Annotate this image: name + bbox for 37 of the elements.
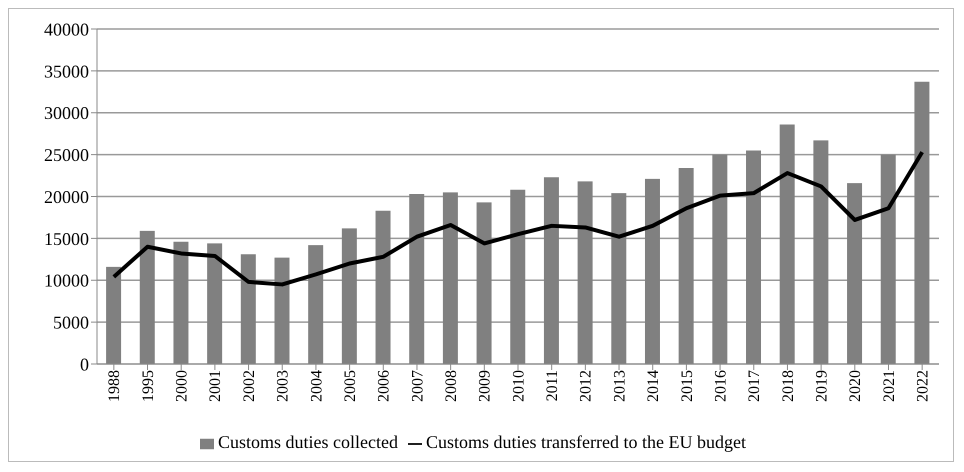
x-tick-label: 2017 xyxy=(746,370,764,402)
y-tick-label: 15000 xyxy=(44,228,89,249)
x-tick-label: 2015 xyxy=(678,370,696,402)
x-tick-label: 2012 xyxy=(578,370,595,402)
legend-label: Customs duties collected xyxy=(218,432,398,452)
x-tick-label: 1988 xyxy=(106,370,124,402)
x-tick-label: 2006 xyxy=(376,370,393,402)
x-tick-label: 2002 xyxy=(240,370,258,402)
y-tick-label: 10000 xyxy=(44,270,89,291)
x-tick-label: 2000 xyxy=(174,370,191,402)
y-tick-label: 0 xyxy=(80,354,89,374)
x-tick-label: 2022 xyxy=(914,370,932,402)
x-tick-label: 2003 xyxy=(274,370,292,402)
x-tick-label: 2014 xyxy=(645,370,662,402)
x-tick-label: 2005 xyxy=(342,370,359,402)
x-tick-label: 2001 xyxy=(207,370,224,402)
x-tick-label: 2007 xyxy=(409,370,426,402)
x-tick-label: 2010 xyxy=(510,370,528,402)
y-tick-label: 25000 xyxy=(44,145,89,166)
x-tick-label: 2004 xyxy=(308,370,326,402)
x-tick-label: 2009 xyxy=(476,370,494,402)
line-series xyxy=(112,150,924,286)
x-tick-label: 2020 xyxy=(847,370,864,402)
x-tick-label: 2008 xyxy=(443,370,460,402)
x-tick-label: 2016 xyxy=(712,370,730,402)
legend-label: Customs duties transferred to the EU budget xyxy=(426,432,746,452)
x-tick-label: 2011 xyxy=(544,370,562,402)
y-tick-label: 35000 xyxy=(44,61,89,82)
x-tick-label: 2021 xyxy=(880,370,898,402)
y-tick-label: 5000 xyxy=(53,312,89,333)
y-tick-label: 30000 xyxy=(44,103,89,124)
y-tick-label: 40000 xyxy=(44,19,89,40)
x-tick-label: 2019 xyxy=(813,370,830,402)
y-tick-label: 20000 xyxy=(44,186,89,207)
x-tick-label: 1995 xyxy=(140,370,157,402)
x-tick-label: 2013 xyxy=(611,370,628,402)
x-tick-label: 2018 xyxy=(780,370,797,402)
